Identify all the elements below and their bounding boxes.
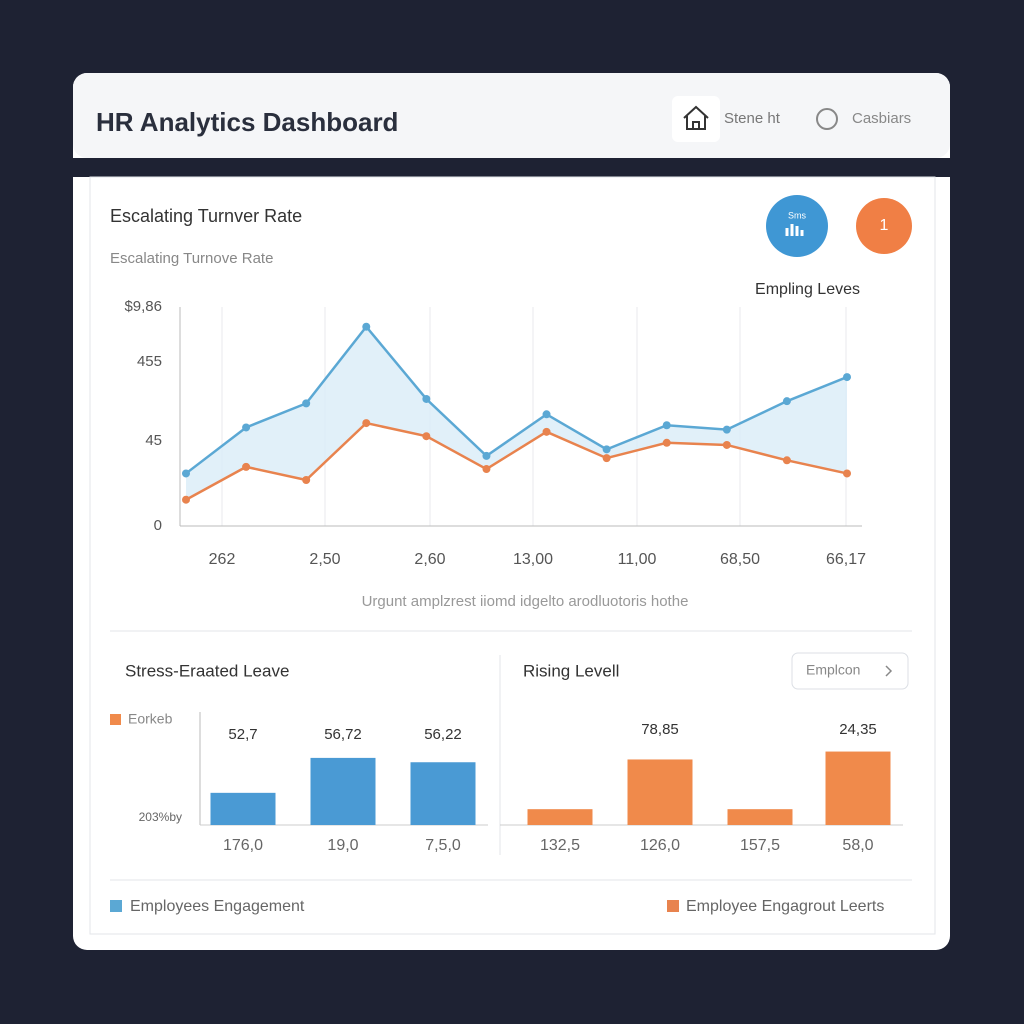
- annotation: 24,35: [839, 721, 877, 738]
- point: [722, 440, 731, 449]
- y-axis-label: $9,86: [124, 298, 162, 315]
- chart-title: Stress-Eraated Leave: [125, 661, 289, 680]
- chart-title: Escalating Turnver Rate: [110, 206, 302, 226]
- button[interactable]: [791, 652, 909, 690]
- point: [242, 423, 251, 432]
- point: [722, 425, 731, 434]
- nav-item[interactable]: Casbiars: [852, 110, 911, 127]
- point: [542, 410, 551, 419]
- y-axis-label: 45: [145, 432, 162, 449]
- point: [182, 495, 190, 504]
- point: [182, 469, 190, 478]
- x-axis-label: 13,00: [513, 551, 553, 568]
- data-label: 56,72: [324, 726, 362, 743]
- x-tick-label: 157,5: [740, 837, 780, 854]
- data-label: 56,22: [424, 726, 462, 743]
- point: [662, 421, 671, 430]
- bar: [527, 809, 593, 825]
- point: [843, 469, 851, 478]
- x-axis-label: 66,17: [826, 551, 866, 568]
- x-axis-label: 2,60: [414, 551, 445, 568]
- point: [482, 451, 491, 460]
- point: [482, 465, 491, 474]
- x-axis-label: 11,00: [618, 551, 657, 568]
- bar: [825, 751, 891, 825]
- dashboard-title: HR Analytics Dashboard: [96, 107, 398, 137]
- home-button[interactable]: [672, 96, 720, 142]
- bar: [310, 757, 376, 825]
- legend-label: Employee Engagrout Leerts: [686, 898, 884, 915]
- chart-caption: Urgunt amplzrest iiomd idgelto arodluoto…: [362, 593, 689, 610]
- legend-label: Employees Engagement: [130, 898, 305, 915]
- area-fill: [186, 326, 847, 500]
- line: [185, 324, 848, 475]
- point: [602, 445, 611, 454]
- chart-subtitle: Escalating Turnove Rate: [110, 250, 273, 267]
- legend-swatch: [110, 900, 122, 912]
- point: [362, 322, 371, 331]
- point: [542, 427, 551, 436]
- x-tick-label: 19,0: [327, 837, 358, 854]
- x-tick-label: 126,0: [640, 837, 680, 854]
- x-tick-label: 7,5,0: [425, 837, 461, 854]
- x-tick-label: 58,0: [842, 837, 873, 854]
- badge-text: 1: [880, 217, 889, 234]
- point: [782, 397, 791, 406]
- badge-text: Sms: [788, 210, 807, 220]
- point: [662, 438, 671, 447]
- line: [185, 421, 848, 501]
- y-axis-label: 0: [154, 517, 162, 534]
- bar: [627, 759, 693, 825]
- x-axis-label: 2,50: [309, 551, 340, 568]
- annotation: 78,85: [641, 721, 679, 738]
- x-axis-label: 262: [209, 551, 236, 568]
- data-label: 52,7: [228, 726, 257, 743]
- y-axis-label: 203%by: [139, 810, 182, 824]
- point: [242, 462, 251, 471]
- chevron: [885, 665, 893, 677]
- badge[interactable]: [856, 198, 912, 254]
- x-tick-label: 132,5: [540, 837, 580, 854]
- nav-icon: [816, 108, 838, 130]
- home-icon: [683, 105, 709, 130]
- bar: [210, 792, 276, 825]
- bar: [727, 809, 793, 825]
- legend-label: Eorkeb: [128, 711, 173, 727]
- y-axis-label: 455: [137, 353, 162, 370]
- header-bar: [73, 73, 950, 158]
- point: [782, 456, 791, 465]
- bar: [410, 762, 476, 825]
- x-tick-label: 176,0: [223, 837, 263, 854]
- point: [302, 476, 311, 485]
- chart-label: Empling Leves: [755, 281, 860, 298]
- button-label: Emplcon: [806, 662, 860, 678]
- x-axis-label: 68,50: [720, 551, 760, 568]
- point: [602, 454, 611, 463]
- legend-swatch: [667, 900, 679, 912]
- point: [422, 432, 431, 441]
- point: [422, 394, 431, 403]
- point: [843, 373, 851, 382]
- point: [362, 419, 371, 428]
- legend-swatch: [110, 714, 121, 725]
- point: [302, 399, 311, 408]
- header-gap: [73, 158, 950, 177]
- chart-title: Rising Levell: [523, 661, 619, 680]
- nav-item[interactable]: Stene ht: [724, 110, 781, 127]
- badge-icon: [785, 224, 804, 236]
